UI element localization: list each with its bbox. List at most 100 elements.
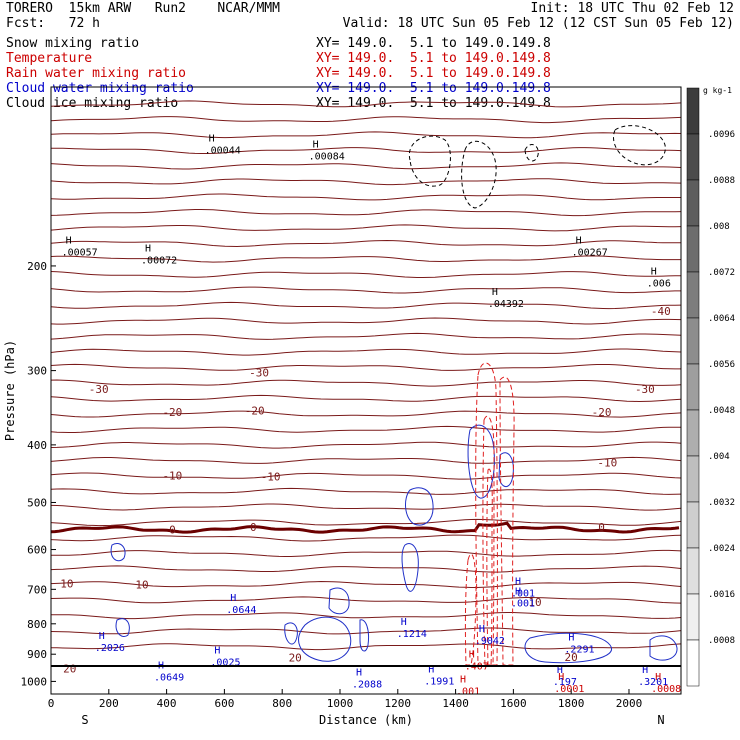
colorbar-swatch <box>686 271 700 319</box>
max-marker: H <box>313 140 319 151</box>
max-value-label: .9042 <box>475 636 505 647</box>
isotherm-line <box>50 472 682 480</box>
y-tick-label: 900 <box>27 648 47 661</box>
colorbar-label: .0096 <box>708 130 735 140</box>
max-value-label: .1991 <box>424 676 454 687</box>
rain-water-contour <box>499 376 515 666</box>
max-marker: H <box>479 624 485 635</box>
isotherm-line <box>50 255 681 263</box>
cloud-water-contour <box>498 452 514 488</box>
colorbar-label: .008 <box>708 222 730 232</box>
colorbar-swatch <box>686 593 700 641</box>
max-value-label: .00057 <box>62 248 98 259</box>
isotherm-line <box>50 178 682 186</box>
x-tick-label: 1600 <box>500 697 527 710</box>
x-tick-label: 400 <box>157 697 177 710</box>
isotherm-line <box>50 209 682 217</box>
colorbar-swatch <box>686 501 700 549</box>
colorbar-label: .0088 <box>708 176 735 186</box>
isotherm-line <box>50 503 682 511</box>
isotherm-line <box>50 580 682 588</box>
max-marker: H <box>401 617 407 628</box>
max-value-label: .1214 <box>397 629 427 640</box>
y-axis-label: Pressure (hPa) <box>3 340 17 441</box>
y-tick-label: 1000 <box>21 675 48 688</box>
isotherm-line <box>51 612 682 620</box>
colorbar-label: .0056 <box>708 360 735 370</box>
colorbar-swatch <box>686 317 700 365</box>
field-name-rain: Rain water mixing ratio <box>6 66 187 81</box>
isotherm-line <box>50 596 682 604</box>
colorbar-label: .0008 <box>708 636 735 646</box>
max-value-label: .0025 <box>210 658 240 669</box>
y-tick-label: 300 <box>27 365 47 378</box>
y-tick-label: 200 <box>27 260 47 273</box>
max-marker: H <box>642 665 648 676</box>
colorbar-label: .0048 <box>708 406 735 416</box>
x-axis-label: Distance (km) <box>319 713 413 727</box>
max-marker: H <box>460 675 466 686</box>
isotherm-line <box>51 147 682 154</box>
north-label: N <box>657 713 664 727</box>
colorbar-swatch <box>686 639 700 687</box>
colorbar-swatch <box>686 547 700 595</box>
x-tick-label: 2000 <box>616 697 643 710</box>
isotherm-line <box>50 301 682 310</box>
cloud-water-contour <box>328 587 350 615</box>
isotherm-line <box>50 487 682 495</box>
isotherm-line <box>50 131 682 139</box>
max-value-label: .2291 <box>564 644 594 655</box>
isotherm-label: 10 <box>60 578 73 591</box>
max-marker: H <box>557 665 563 676</box>
isotherm-label: 10 <box>135 578 148 591</box>
field-xy-rain: XY= 149.0. 5.1 to 149.0.149.8 <box>316 66 551 81</box>
x-tick-label: 200 <box>99 697 119 710</box>
max-marker: H <box>568 632 574 643</box>
colorbar-label: .0072 <box>708 268 735 278</box>
rain-water-contours <box>464 362 515 666</box>
header-left-line2: Fcst: 72 h <box>6 16 100 31</box>
temperature-contours <box>50 100 682 651</box>
field-name-snow: Snow mixing ratio <box>6 36 140 51</box>
isotherm-label: -20 <box>592 406 612 419</box>
cloud-water-contour <box>405 487 434 526</box>
isotherm-line <box>50 565 682 573</box>
isotherm-line <box>50 456 682 464</box>
snow-contour <box>613 125 666 166</box>
max-value-label: .001 <box>456 687 480 698</box>
colorbar-label: .0032 <box>708 498 735 508</box>
field-name-cloud-water: Cloud water mixing ratio <box>6 81 194 96</box>
isotherm-line <box>50 379 682 387</box>
header-right-line1: Init: 18 UTC Thu 02 Feb 12 <box>530 1 735 16</box>
max-marker: H <box>651 266 657 277</box>
isotherm-label: -10 <box>597 456 617 469</box>
max-marker: H <box>492 287 498 298</box>
y-tick-label: 500 <box>27 496 47 509</box>
axis-ticks: 0 200 400 600 800 1000 1200 1400 1600 1800 2000200… <box>3 260 665 727</box>
isotherm-line <box>50 239 681 248</box>
max-marker: H <box>576 236 582 247</box>
max-marker: H <box>558 672 564 683</box>
field-xy-snow: XY= 149.0. 5.1 to 149.0.149.8 <box>316 36 551 51</box>
max-marker: H <box>145 244 151 255</box>
isotherm-label: -30 <box>635 383 655 396</box>
isotherm-label: -40 <box>651 305 671 318</box>
isotherm-line <box>50 271 681 278</box>
zero-degree-line <box>50 521 680 534</box>
max-value-label: .3201 <box>638 677 668 688</box>
max-value-label: .04392 <box>488 299 524 310</box>
max-marker: H <box>66 236 72 247</box>
max-value-label: .197 <box>553 677 577 688</box>
colorbar-label: .0024 <box>708 544 735 554</box>
max-marker: H <box>469 649 475 660</box>
isotherm-line <box>50 224 682 232</box>
colorbar-swatch <box>686 409 700 457</box>
y-tick-label: 400 <box>27 439 47 452</box>
colorbar-swatch <box>686 133 700 181</box>
max-value-label: .00084 <box>309 152 345 163</box>
max-value-label: .0649 <box>154 673 184 684</box>
isotherm-label: -30 <box>89 383 109 396</box>
colorbar-label: .0016 <box>708 590 735 600</box>
isotherm-label: 0 <box>250 521 257 534</box>
